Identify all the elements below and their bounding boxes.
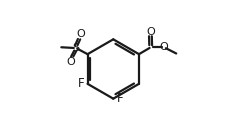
Text: O: O — [76, 29, 85, 39]
Text: S: S — [72, 43, 80, 53]
Text: O: O — [160, 42, 168, 52]
Text: O: O — [66, 57, 75, 67]
Text: F: F — [78, 77, 84, 90]
Text: F: F — [116, 92, 123, 105]
Text: O: O — [146, 27, 155, 37]
